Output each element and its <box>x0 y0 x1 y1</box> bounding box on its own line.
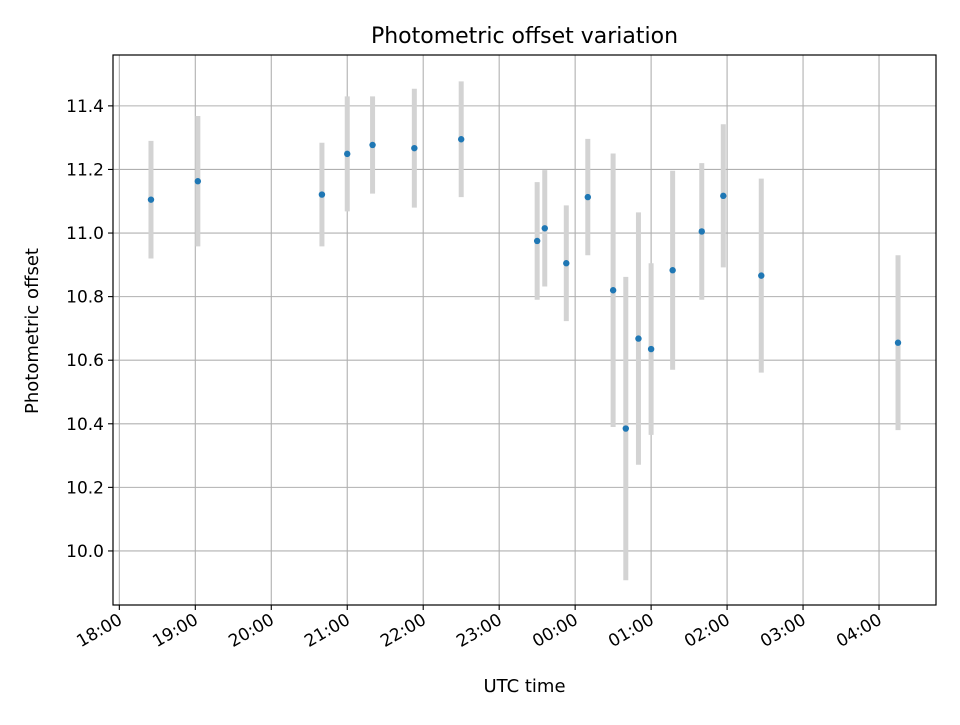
plot-frame <box>112 54 937 606</box>
data-point <box>457 136 465 143</box>
data-point <box>758 272 765 279</box>
error-bars <box>148 81 901 581</box>
data-point <box>194 178 202 185</box>
data-point <box>584 193 592 201</box>
y-tick-label: 11.0 <box>66 224 104 244</box>
y-axis-ticks: 10.0 10.2 10.4 10.6 10.8 11.0 11.2 11.4 <box>66 97 113 562</box>
data-point <box>698 228 705 235</box>
y-tick-label: 10.8 <box>66 288 104 308</box>
data-point <box>147 196 155 203</box>
data-point <box>720 192 727 200</box>
grid-lines <box>113 55 936 605</box>
y-axis-label: Photometric offset <box>22 248 43 414</box>
data-point <box>894 339 902 346</box>
data-point <box>541 225 548 232</box>
data-point <box>647 345 655 353</box>
x-axis-label: UTC time <box>483 676 565 697</box>
y-tick-label: 10.6 <box>66 351 104 371</box>
x-tick-label: 01:00 <box>605 610 657 652</box>
data-point <box>635 335 642 342</box>
y-tick-label: 10.4 <box>66 415 104 435</box>
x-tick-label: 02:00 <box>681 610 733 652</box>
data-point <box>344 150 351 158</box>
x-tick-label: 19:00 <box>149 610 201 652</box>
x-axis-ticks: 18:00 19:00 20:00 21:00 22:00 23:00 00:00 01:00… <box>73 605 886 652</box>
chart-title: Photometric offset variation <box>371 24 678 49</box>
data-points <box>147 136 902 432</box>
y-tick-label: 10.2 <box>66 478 104 498</box>
x-tick-label: 20:00 <box>225 610 277 652</box>
x-tick-label: 22:00 <box>377 610 429 652</box>
y-tick-label: 11.2 <box>66 160 104 180</box>
data-point <box>563 260 570 267</box>
y-tick-label: 10.0 <box>66 542 104 562</box>
x-tick-label: 18:00 <box>73 610 125 652</box>
data-point <box>622 425 629 432</box>
x-tick-label: 03:00 <box>757 610 809 652</box>
y-tick-label: 11.4 <box>66 97 104 117</box>
x-tick-label: 00:00 <box>529 610 581 652</box>
data-point <box>669 267 676 274</box>
data-point <box>318 191 326 198</box>
data-point <box>369 141 376 149</box>
data-point <box>609 287 617 294</box>
data-point <box>411 144 418 152</box>
data-point <box>533 237 541 245</box>
x-tick-label: 04:00 <box>833 610 885 652</box>
x-tick-label: 23:00 <box>453 610 505 652</box>
x-tick-label: 21:00 <box>301 610 353 652</box>
